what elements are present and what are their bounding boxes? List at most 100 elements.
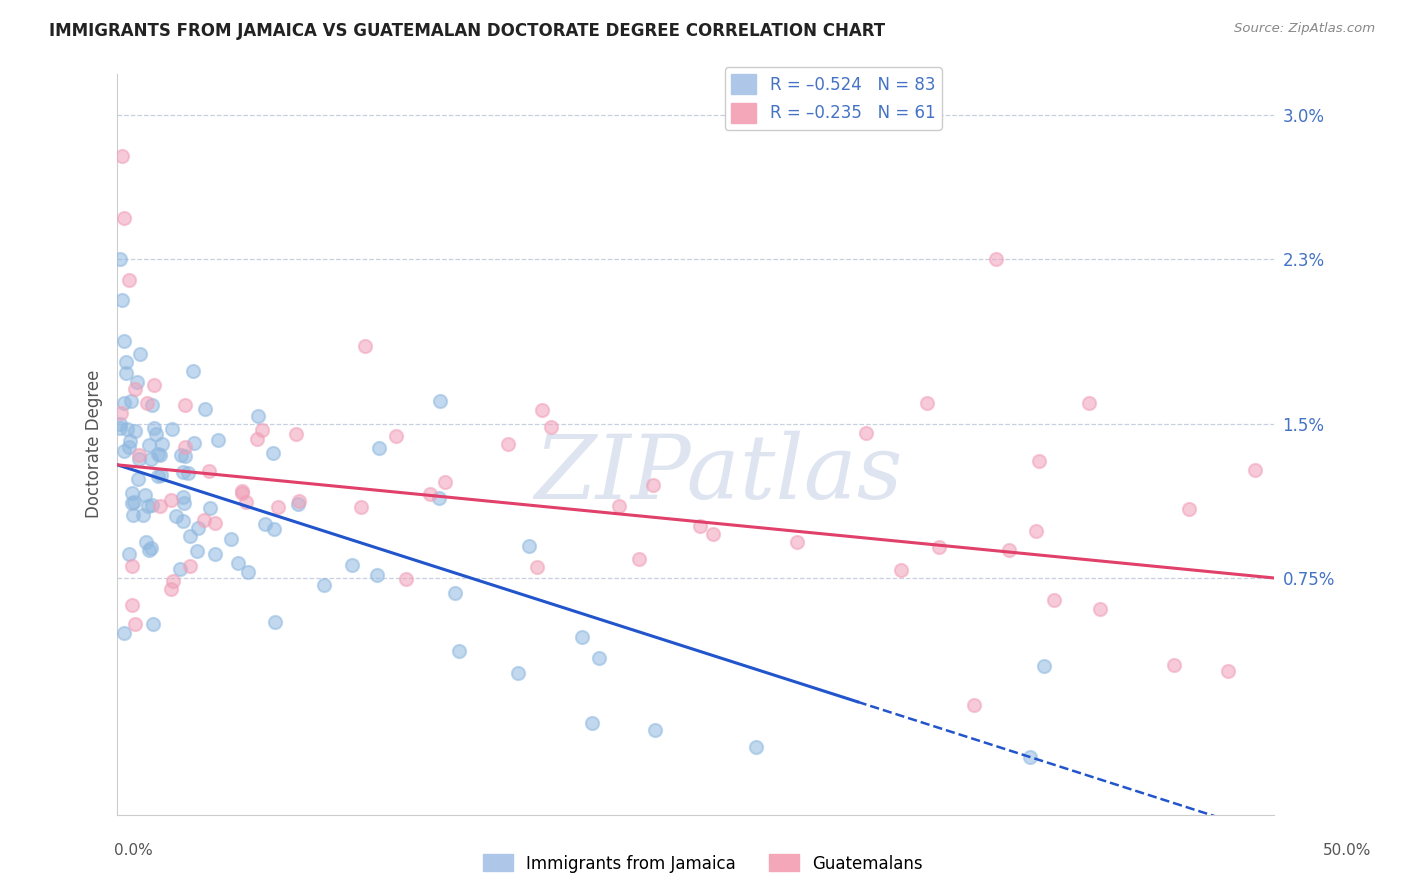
Point <box>986 252 1008 266</box>
Point <box>855 425 877 440</box>
Point <box>531 403 554 417</box>
Point <box>1028 454 1050 468</box>
Point <box>159 492 181 507</box>
Point <box>108 252 131 266</box>
Point <box>108 417 131 431</box>
Point <box>312 578 335 592</box>
Point <box>124 616 146 631</box>
Point <box>890 563 912 577</box>
Point <box>172 514 194 528</box>
Point <box>176 466 198 480</box>
Point <box>173 398 195 412</box>
Point <box>128 452 150 467</box>
Point <box>150 468 173 483</box>
Point <box>138 543 160 558</box>
Point <box>112 626 135 640</box>
Point <box>745 740 768 755</box>
Point <box>121 558 143 573</box>
Point <box>124 425 146 439</box>
Point <box>198 464 221 478</box>
Point <box>395 572 418 586</box>
Point <box>342 558 364 572</box>
Point <box>132 508 155 522</box>
Point <box>118 547 141 561</box>
Point <box>169 562 191 576</box>
Point <box>160 422 183 436</box>
Point <box>1025 524 1047 539</box>
Point <box>112 334 135 349</box>
Point <box>262 446 284 460</box>
Point <box>447 644 470 658</box>
Point <box>433 475 456 490</box>
Point <box>146 468 169 483</box>
Point <box>121 485 143 500</box>
Point <box>136 396 159 410</box>
Point <box>141 398 163 412</box>
Point <box>588 651 610 665</box>
Point <box>506 666 529 681</box>
Point <box>444 586 467 600</box>
Point <box>141 498 163 512</box>
Point <box>204 516 226 530</box>
Point <box>350 500 373 514</box>
Point <box>128 448 150 462</box>
Point <box>121 598 143 612</box>
Point <box>145 427 167 442</box>
Point <box>540 420 562 434</box>
Point <box>172 465 194 479</box>
Point <box>120 393 142 408</box>
Point <box>702 526 724 541</box>
Point <box>1216 664 1239 678</box>
Point <box>186 543 208 558</box>
Point <box>181 364 204 378</box>
Point <box>183 435 205 450</box>
Point <box>963 698 986 712</box>
Point <box>236 566 259 580</box>
Point <box>231 486 253 500</box>
Y-axis label: Doctorate Degree: Doctorate Degree <box>86 370 103 518</box>
Point <box>114 444 136 458</box>
Point <box>207 433 229 447</box>
Point <box>111 293 134 308</box>
Point <box>253 517 276 532</box>
Point <box>108 421 131 435</box>
Point <box>1033 659 1056 673</box>
Point <box>264 615 287 629</box>
Point <box>142 617 165 632</box>
Text: ZIPatlas: ZIPatlas <box>534 431 903 517</box>
Point <box>235 495 257 509</box>
Point <box>138 438 160 452</box>
Point <box>1078 396 1101 410</box>
Point <box>173 495 195 509</box>
Point <box>118 273 141 287</box>
Point <box>172 490 194 504</box>
Point <box>194 402 217 417</box>
Point <box>429 393 451 408</box>
Point <box>134 488 156 502</box>
Point <box>517 539 540 553</box>
Point <box>128 346 150 360</box>
Point <box>231 484 253 499</box>
Point <box>221 533 243 547</box>
Point <box>998 543 1021 558</box>
Point <box>143 420 166 434</box>
Point <box>1243 463 1265 477</box>
Point <box>571 630 593 644</box>
Point <box>135 535 157 549</box>
Point <box>122 494 145 508</box>
Point <box>150 437 173 451</box>
Point <box>174 440 197 454</box>
Point <box>179 529 201 543</box>
Text: 50.0%: 50.0% <box>1323 843 1371 858</box>
Point <box>115 355 138 369</box>
Point <box>581 716 603 731</box>
Text: 0.0%: 0.0% <box>114 843 153 858</box>
Point <box>607 499 630 513</box>
Point <box>122 508 145 523</box>
Text: Source: ZipAtlas.com: Source: ZipAtlas.com <box>1234 22 1375 36</box>
Point <box>1163 657 1185 672</box>
Point <box>384 429 406 443</box>
Point <box>689 519 711 533</box>
Point <box>169 449 191 463</box>
Point <box>179 558 201 573</box>
